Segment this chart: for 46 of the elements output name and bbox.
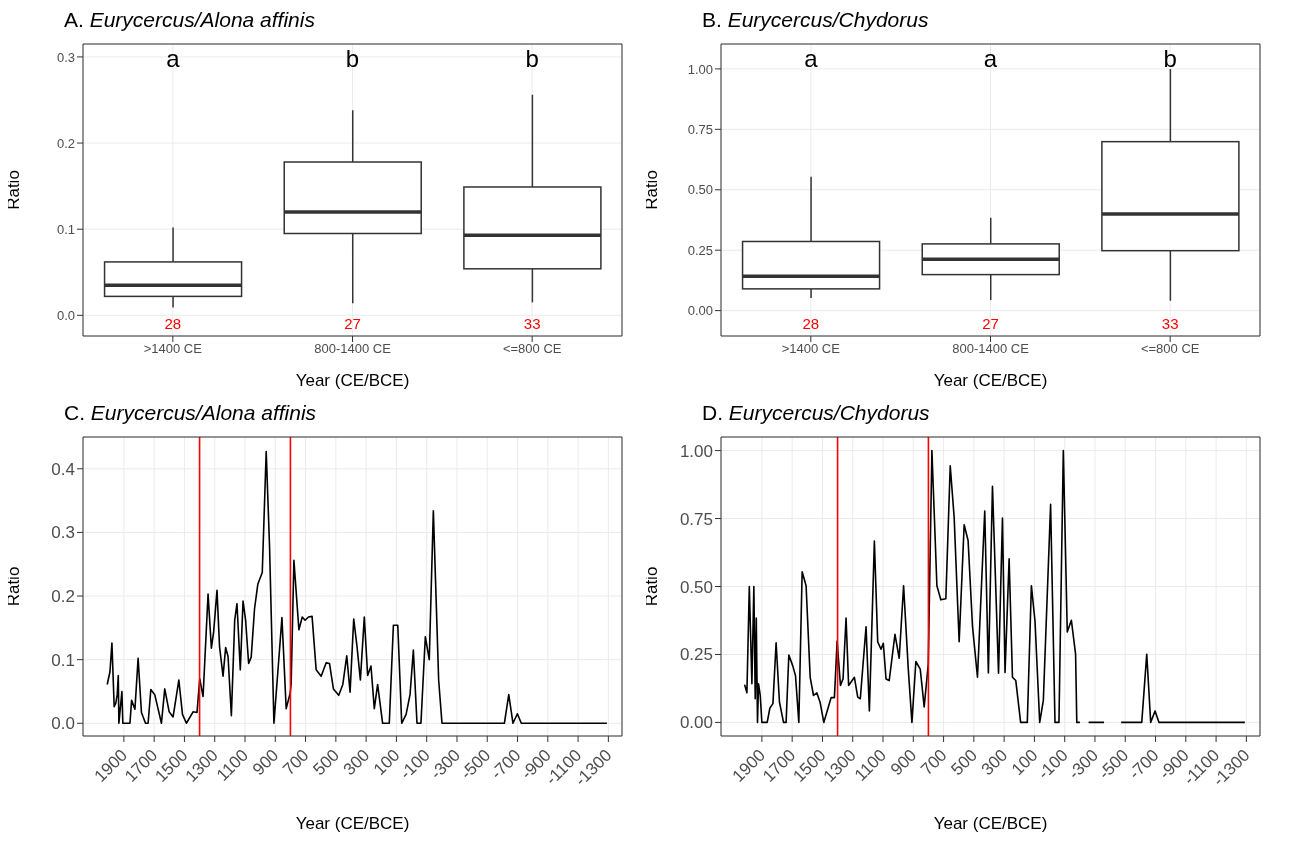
chart-title: A. Eurycercus/Alona affinis	[64, 8, 315, 31]
y-tick-label: 0.50	[679, 577, 713, 597]
x-tick-label: >1400 CE	[781, 341, 841, 357]
y-tick-label: 1.00	[687, 61, 713, 77]
annotation: a	[983, 45, 998, 73]
y-tick-label: 0.3	[51, 523, 75, 543]
y-tick-label: 0.2	[56, 135, 75, 151]
y-tick-label: 0.1	[51, 650, 75, 670]
y-tick-label: 0.1	[56, 221, 75, 237]
annotation: 27	[982, 315, 999, 333]
y-tick-label: 0.00	[687, 303, 713, 319]
x-tick-label: 800-1400 CE	[314, 341, 392, 357]
y-tick-label: 0.50	[687, 182, 713, 198]
y-tick-label: 0.0	[56, 307, 75, 323]
y-tick-label: 1.00	[679, 441, 713, 461]
chart-title: C. Eurycercus/Alona affinis	[64, 401, 317, 424]
x-tick-label: 800-1400 CE	[952, 341, 1030, 357]
annotation: b	[525, 45, 539, 73]
y-tick-label: 0.00	[679, 713, 713, 733]
line-series	[106, 450, 608, 725]
annotation: a	[804, 45, 819, 73]
annotation: b	[345, 45, 360, 73]
annotation: 33	[523, 315, 541, 333]
annotation: 33	[1161, 315, 1179, 333]
chart-title: D. Eurycercus/Chydorus	[702, 401, 930, 424]
x-axis-title: Year (CE/BCE)	[933, 371, 1048, 390]
chart-title: B. Eurycercus/Chydorus	[702, 8, 929, 31]
x-axis-title: Year (CE/BCE)	[295, 371, 410, 390]
x-tick-label: >1400 CE	[143, 341, 203, 357]
y-tick-label: 0.25	[679, 645, 713, 665]
y-tick-label: 0.4	[51, 459, 75, 479]
x-axis-title: Year (CE/BCE)	[933, 814, 1048, 833]
y-tick-label: 0.75	[679, 509, 713, 529]
annotation: 27	[344, 315, 361, 333]
x-tick-label: <=800 CE	[1140, 341, 1200, 357]
annotation: 28	[802, 315, 820, 333]
y-tick-label: 0.2	[51, 587, 75, 607]
annotation: 28	[164, 315, 182, 333]
annotation: a	[166, 45, 181, 73]
y-tick-label: 0.0	[51, 714, 75, 734]
x-tick-label: <=800 CE	[502, 341, 562, 357]
y-tick-label: 0.75	[687, 121, 713, 137]
annotation: b	[1163, 45, 1177, 73]
y-tick-label: 0.3	[56, 49, 75, 65]
x-axis-title: Year (CE/BCE)	[295, 814, 410, 833]
y-tick-label: 0.25	[687, 242, 713, 258]
